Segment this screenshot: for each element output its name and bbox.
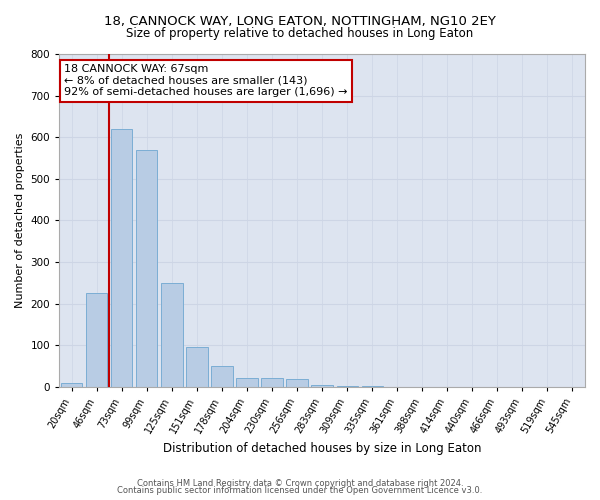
Bar	[236, 378, 257, 387]
Text: Size of property relative to detached houses in Long Eaton: Size of property relative to detached ho…	[127, 28, 473, 40]
Bar	[86, 294, 107, 387]
Bar	[286, 378, 308, 387]
Bar	[262, 378, 283, 387]
Text: Contains public sector information licensed under the Open Government Licence v3: Contains public sector information licen…	[118, 486, 482, 495]
Bar	[61, 383, 82, 387]
Bar	[136, 150, 157, 387]
Bar	[161, 283, 182, 387]
Bar	[311, 385, 333, 387]
Bar	[211, 366, 233, 387]
Bar	[362, 386, 383, 387]
Bar	[111, 129, 133, 387]
Bar	[337, 386, 358, 387]
Text: Contains HM Land Registry data © Crown copyright and database right 2024.: Contains HM Land Registry data © Crown c…	[137, 478, 463, 488]
Text: 18 CANNOCK WAY: 67sqm
← 8% of detached houses are smaller (143)
92% of semi-deta: 18 CANNOCK WAY: 67sqm ← 8% of detached h…	[64, 64, 348, 97]
X-axis label: Distribution of detached houses by size in Long Eaton: Distribution of detached houses by size …	[163, 442, 481, 455]
Y-axis label: Number of detached properties: Number of detached properties	[15, 133, 25, 308]
Text: 18, CANNOCK WAY, LONG EATON, NOTTINGHAM, NG10 2EY: 18, CANNOCK WAY, LONG EATON, NOTTINGHAM,…	[104, 15, 496, 28]
Bar	[186, 348, 208, 387]
